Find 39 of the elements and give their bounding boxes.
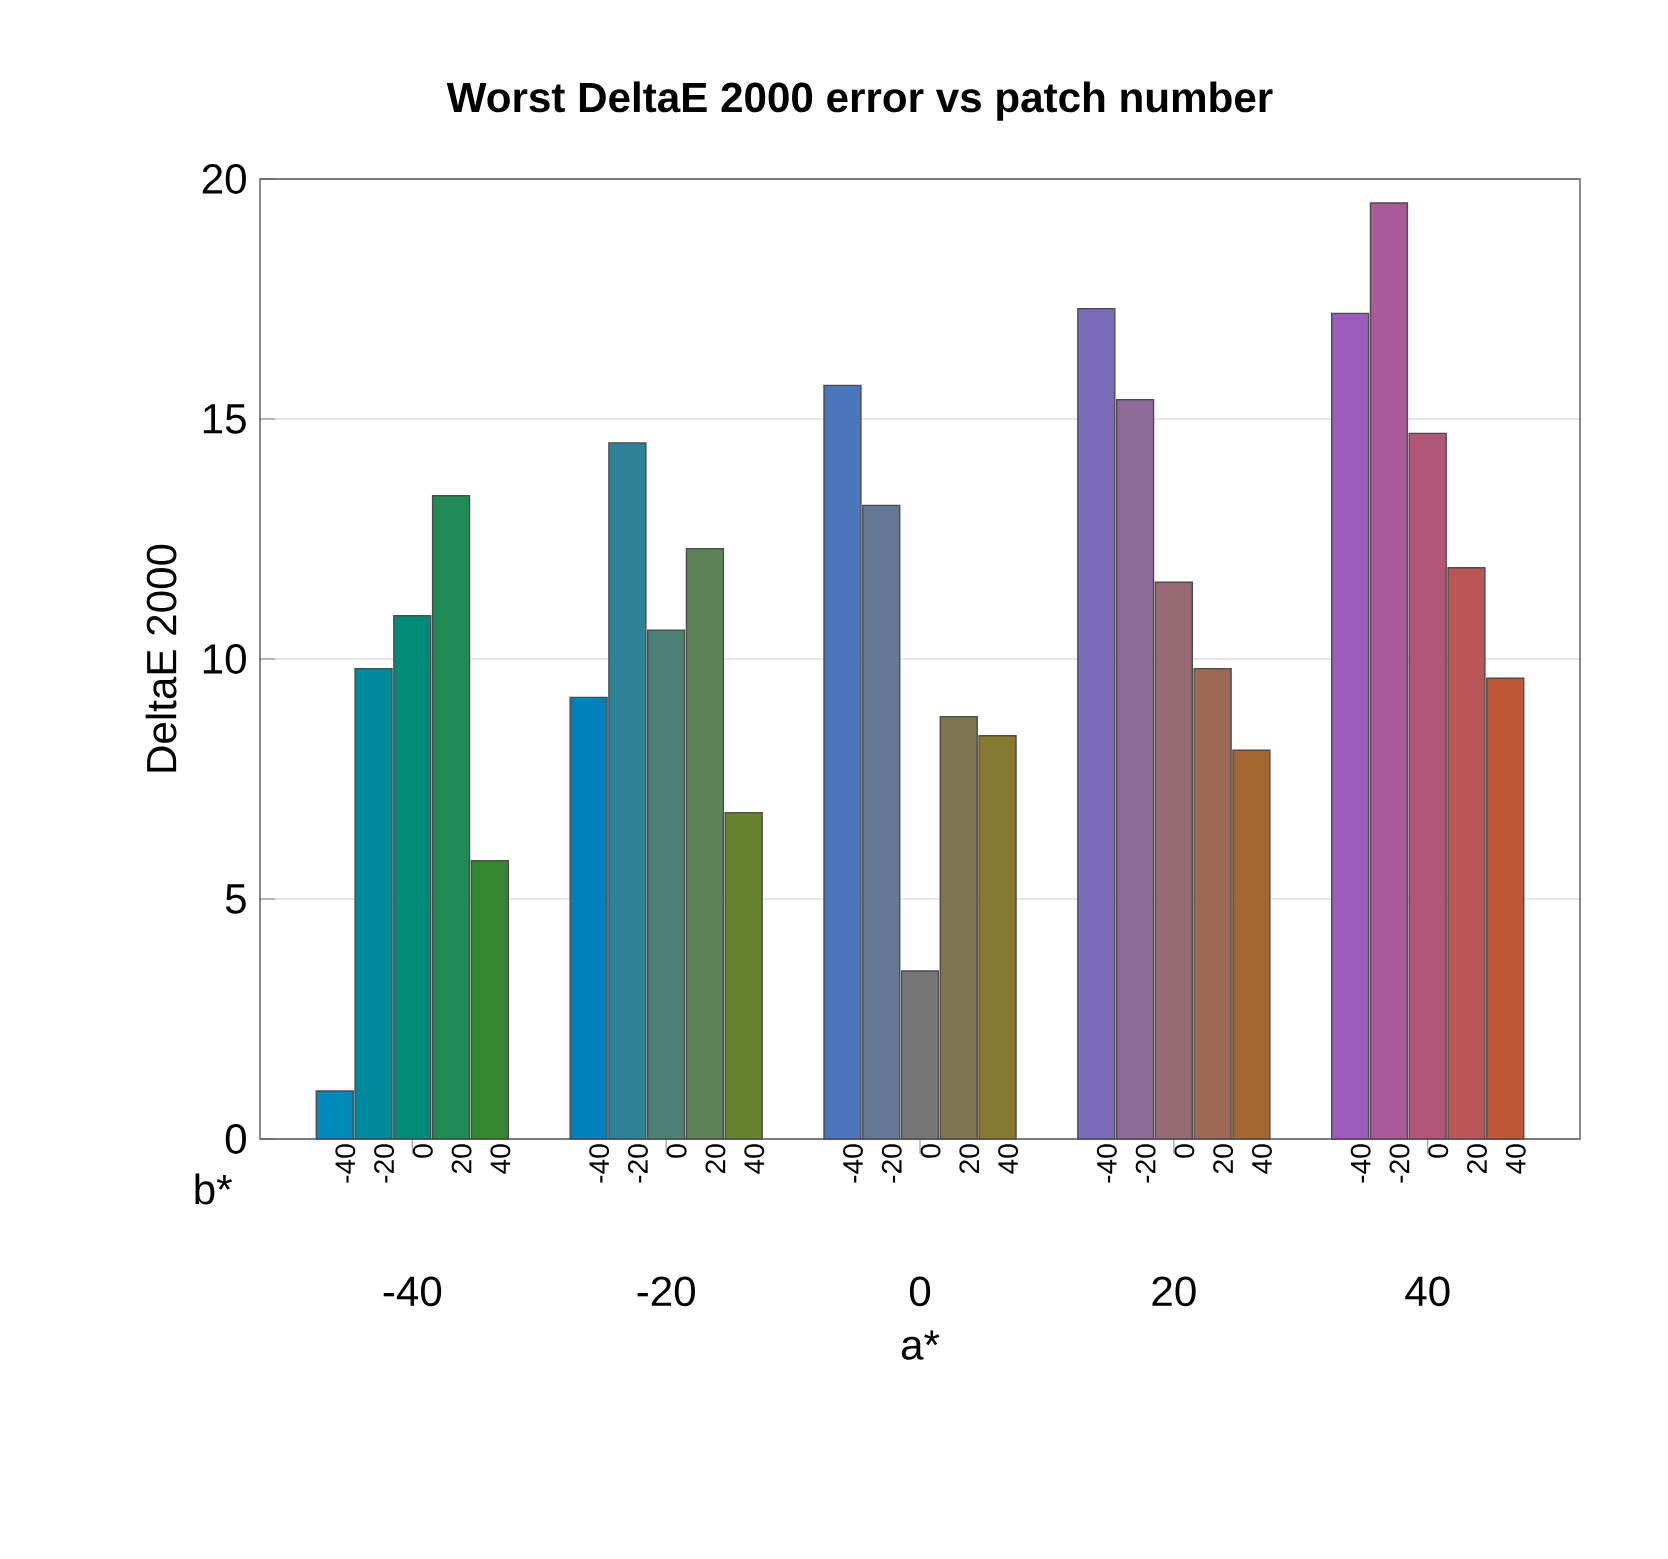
text: 0 [666,1144,687,1158]
legend-title: b* [195,1173,232,1205]
text: 20 [959,1144,980,1174]
text: 40 [998,1144,1019,1174]
text: -40 [843,1144,863,1183]
text: -20 [374,1144,395,1183]
y-tick-label: 5 [225,884,246,914]
text: -40 [1350,1144,1371,1183]
x-axis-title: a* [901,1330,940,1360]
y-tick-label: 0 [225,1124,246,1154]
text: 20 [451,1144,472,1174]
text: -40 [589,1144,610,1183]
x-tick-label: 40 [1405,1276,1450,1307]
text: 40 [490,1144,511,1174]
x-tick-label: 20 [1152,1276,1196,1307]
text: -40 [335,1144,356,1183]
text: 40 [1505,1144,1526,1174]
y-tick-label: 20 [202,164,246,194]
text: 40 [744,1144,765,1174]
y-tick-label: 10 [203,644,246,674]
x-tick-label: -40 [383,1276,442,1307]
text: -20 [628,1144,648,1183]
text: 40 [1252,1144,1272,1174]
text: 0 [1428,1144,1449,1158]
text: 0 [920,1144,941,1158]
chart-title: Worst DeltaE 2000 error vs patch number [446,81,1273,121]
y-axis-title: DeltaE 2000 [145,544,177,772]
text: 20 [1213,1144,1234,1174]
x-tick-label: 0 [909,1276,931,1307]
text: 0 [1174,1144,1195,1158]
text: -20 [1389,1144,1410,1183]
text: -20 [1135,1144,1156,1183]
text: -40 [1096,1144,1117,1183]
text: -20 [881,1144,902,1183]
legend-label: 20 [705,1144,726,1174]
text: 20 [1467,1144,1487,1174]
x-tick-label: -20 [637,1276,696,1307]
y-tick-label: 15 [203,404,246,434]
legend-label: 0 [412,1144,433,1158]
